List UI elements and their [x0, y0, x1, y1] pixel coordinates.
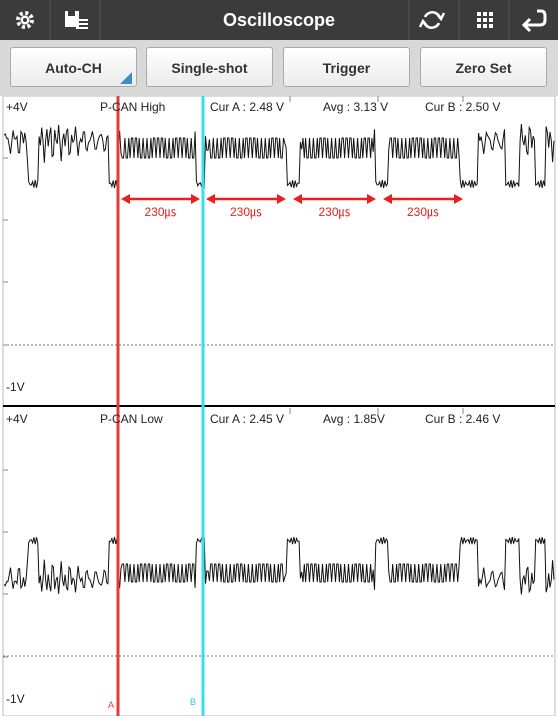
- settings-icon[interactable]: [16, 11, 34, 29]
- trigger-button[interactable]: Trigger: [283, 47, 410, 87]
- save-icon[interactable]: [65, 11, 88, 29]
- grid-icon[interactable]: [477, 12, 493, 28]
- scope-plot: A B 230㎲ 230㎲ 230㎲ 230㎲ +4V P-CAN High Cur A …: [2, 96, 556, 716]
- arrow-head: [383, 194, 463, 204]
- channel-name: P-CAN Low: [100, 412, 163, 426]
- channel-cur-b: Cur B : 2.46 V: [425, 412, 500, 426]
- measure-label: 230㎲: [407, 205, 439, 219]
- channel-bottom: -1V: [6, 380, 25, 394]
- channel-cur-a: Cur A : 2.45 V: [210, 412, 284, 426]
- measure-label: 230㎲: [318, 205, 350, 219]
- channel-cur-b: Cur B : 2.50 V: [425, 100, 500, 114]
- channel-bottom: -1V: [6, 692, 25, 706]
- back-icon[interactable]: [521, 9, 547, 33]
- measure-label: 230㎲: [144, 205, 176, 219]
- channel-top: +4V: [6, 100, 28, 114]
- waveform: [3, 536, 555, 595]
- waveform: [3, 124, 555, 189]
- measure-label: 230㎲: [230, 205, 262, 219]
- cursor-b-label: B: [190, 697, 196, 707]
- arrow-head: [121, 194, 200, 204]
- refresh-icon[interactable]: [418, 11, 446, 29]
- channel-name: P-CAN High: [100, 100, 165, 114]
- arrow-head: [293, 194, 376, 204]
- button-row: Auto-CH Single-shot Trigger Zero Set: [0, 40, 558, 96]
- channel-top: +4V: [6, 412, 28, 426]
- auto-ch-button[interactable]: Auto-CH: [10, 47, 137, 87]
- title: Oscilloscope: [222, 10, 336, 30]
- top-bar: Oscilloscope: [0, 0, 558, 40]
- arrow-head: [206, 194, 286, 204]
- zero-set-button[interactable]: Zero Set: [420, 47, 547, 87]
- channel-cur-a: Cur A : 2.48 V: [210, 100, 284, 114]
- channel-avg: Avg : 3.13 V: [323, 100, 388, 114]
- cursor-a-label: A: [108, 700, 114, 710]
- dropdown-indicator: [120, 72, 132, 84]
- channel-avg: Avg : 1.85V: [323, 412, 385, 426]
- toolbar-icons: [16, 0, 547, 40]
- single-shot-button[interactable]: Single-shot: [146, 47, 273, 87]
